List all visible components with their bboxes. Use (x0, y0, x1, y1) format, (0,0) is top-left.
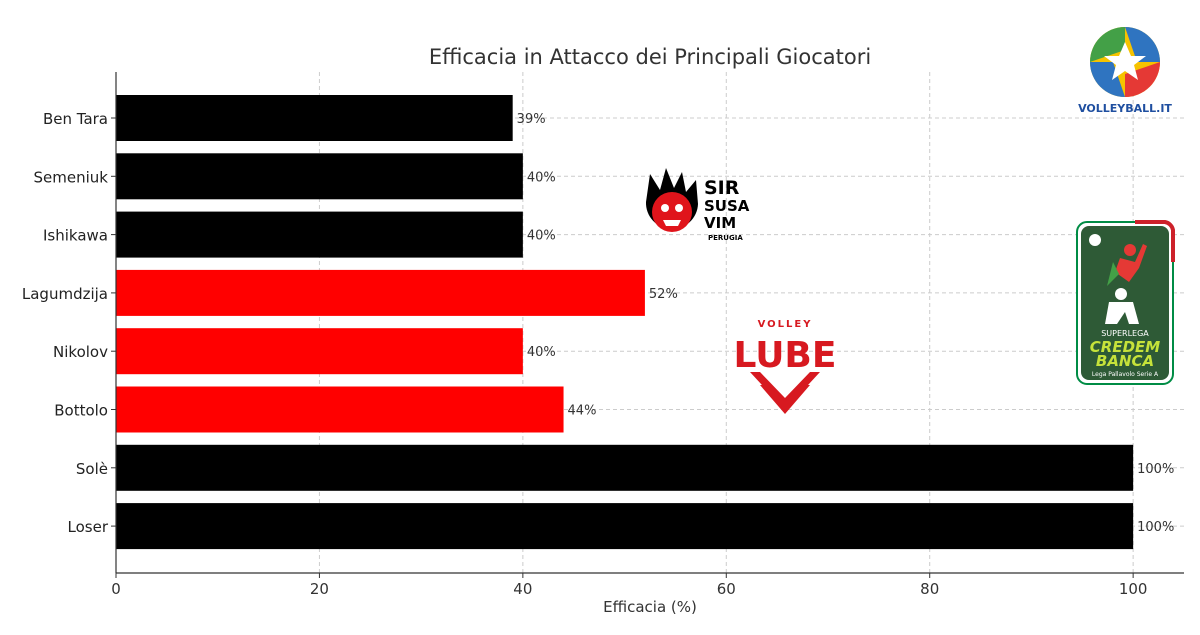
y-tick-label: Ben Tara (43, 110, 108, 128)
x-tick-label: 100 (1119, 580, 1148, 598)
x-tick-label: 60 (717, 580, 736, 598)
bar-value-label: 44% (568, 404, 597, 419)
axes: 0 20 40 60 80 100 Ben Tara Semeniuk Ishikawa Lagu… (22, 72, 1184, 598)
x-axis-label: Efficacia (%) (603, 598, 697, 616)
y-tick-label: Ishikawa (43, 227, 108, 245)
bar (116, 269, 645, 316)
bar (116, 444, 1134, 491)
bar-value-label: 40% (527, 170, 556, 185)
bar (116, 328, 523, 375)
bars: 39% 40% 40% 52% 40% 44% 100% 100% (116, 95, 1174, 550)
bar-value-label: 52% (649, 287, 678, 302)
bar-value-label: 40% (527, 229, 556, 244)
superlega-logo-line-4: Lega Pallavolo Serie A (1092, 371, 1159, 378)
superlega-logo-line-2: CREDEM (1090, 338, 1161, 356)
x-tick-label: 0 (111, 580, 121, 598)
sir-susa-vim-logo: SIR SUSA VIM PERUGIA (645, 168, 750, 242)
lube-logo: VOLLEY LUBE (734, 319, 837, 414)
superlega-logo-line-3: BANCA (1096, 352, 1154, 370)
grid (115, 72, 1184, 573)
y-tick-label: Semeniuk (34, 168, 109, 186)
y-tick-label: Lagumdzija (22, 285, 108, 303)
y-tick-label: Solè (76, 460, 108, 478)
bar (116, 503, 1134, 550)
x-tick-label: 40 (513, 580, 532, 598)
y-tick-label: Nikolov (53, 343, 108, 361)
superlega-logo: SUPERLEGA CREDEM BANCA Lega Pallavolo Se… (1076, 220, 1175, 385)
lube-logo-small: VOLLEY (758, 319, 813, 330)
bar (116, 386, 564, 433)
sir-logo-line-2: SUSA (704, 197, 750, 215)
volleyball-it-logo: VOLLEYBALL.IT (1078, 27, 1172, 115)
volleyball-it-wordmark: VOLLEYBALL.IT (1078, 102, 1172, 115)
bar (116, 211, 523, 258)
x-tick-label: 20 (310, 580, 329, 598)
y-tick-label: Bottolo (54, 402, 108, 420)
bar-value-label: 40% (527, 345, 556, 360)
bar (116, 95, 513, 141)
bar-value-label: 39% (517, 112, 546, 127)
sir-logo-line-4: PERUGIA (708, 234, 743, 242)
bar-value-label: 100% (1137, 462, 1174, 477)
sir-logo-line-1: SIR (704, 177, 740, 199)
x-tick-label: 80 (920, 580, 939, 598)
bar (116, 153, 523, 200)
chart-title: Efficacia in Attacco dei Principali Gioc… (429, 45, 871, 69)
lube-logo-main: LUBE (734, 335, 837, 376)
y-tick-label: Loser (68, 518, 109, 536)
sir-logo-line-3: VIM (704, 214, 736, 232)
bar-value-label: 100% (1137, 520, 1174, 535)
superlega-logo-line-1: SUPERLEGA (1101, 329, 1149, 338)
